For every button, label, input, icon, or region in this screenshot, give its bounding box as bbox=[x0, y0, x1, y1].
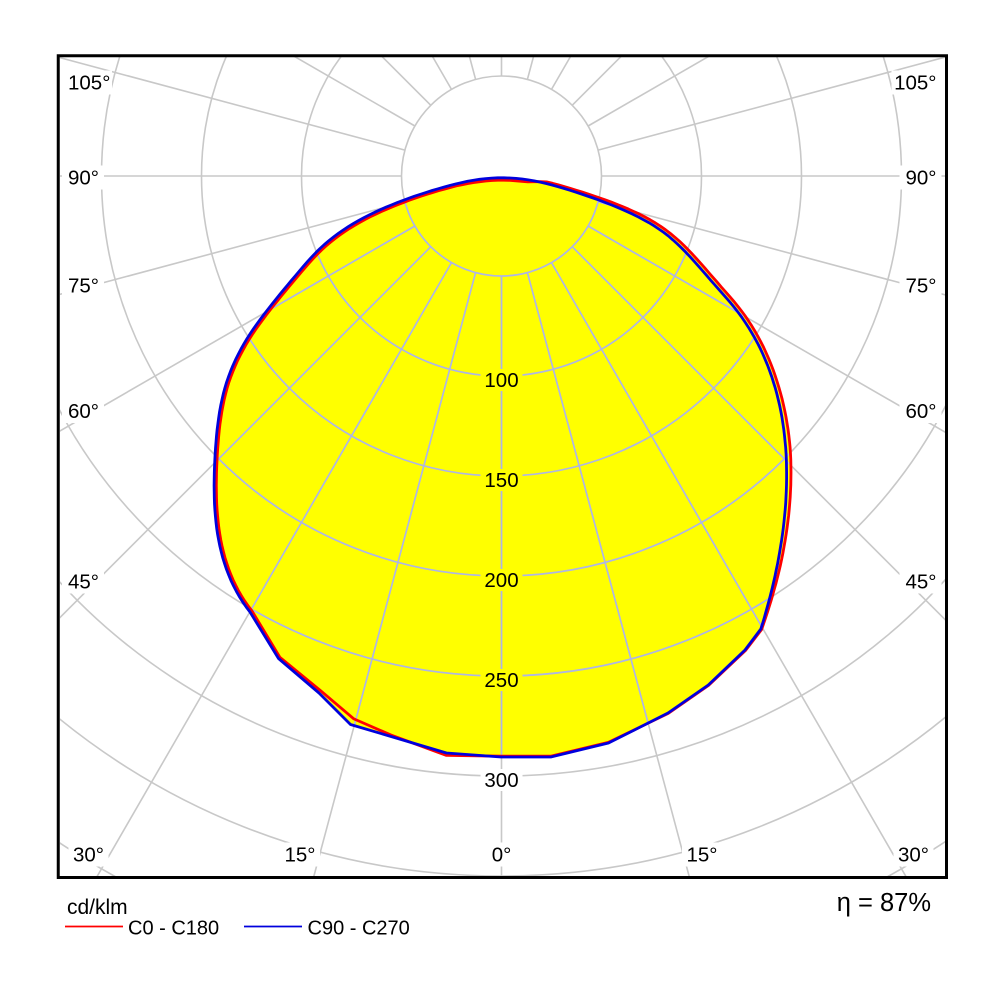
svg-text:200: 200 bbox=[484, 569, 518, 592]
svg-text:30°: 30° bbox=[73, 844, 104, 867]
svg-text:C90 - C270: C90 - C270 bbox=[308, 918, 410, 940]
svg-text:η = 87%: η = 87% bbox=[837, 889, 931, 917]
svg-text:30°: 30° bbox=[898, 844, 929, 867]
svg-text:C0 - C180: C0 - C180 bbox=[128, 918, 219, 940]
svg-text:0°: 0° bbox=[492, 844, 512, 867]
svg-text:105°: 105° bbox=[68, 72, 110, 95]
svg-text:60°: 60° bbox=[68, 400, 99, 423]
svg-text:45°: 45° bbox=[68, 571, 99, 594]
svg-text:105°: 105° bbox=[894, 72, 936, 95]
svg-text:90°: 90° bbox=[905, 167, 936, 190]
svg-text:90°: 90° bbox=[68, 167, 99, 190]
svg-text:15°: 15° bbox=[284, 844, 315, 867]
svg-text:cd/klm: cd/klm bbox=[67, 896, 128, 919]
svg-text:75°: 75° bbox=[68, 275, 99, 298]
svg-text:75°: 75° bbox=[905, 275, 936, 298]
svg-text:300: 300 bbox=[484, 769, 518, 792]
svg-text:45°: 45° bbox=[905, 571, 936, 594]
svg-text:100: 100 bbox=[484, 369, 518, 392]
svg-text:15°: 15° bbox=[686, 844, 717, 867]
svg-text:250: 250 bbox=[484, 669, 518, 692]
svg-text:150: 150 bbox=[484, 469, 518, 492]
svg-text:60°: 60° bbox=[905, 400, 936, 423]
